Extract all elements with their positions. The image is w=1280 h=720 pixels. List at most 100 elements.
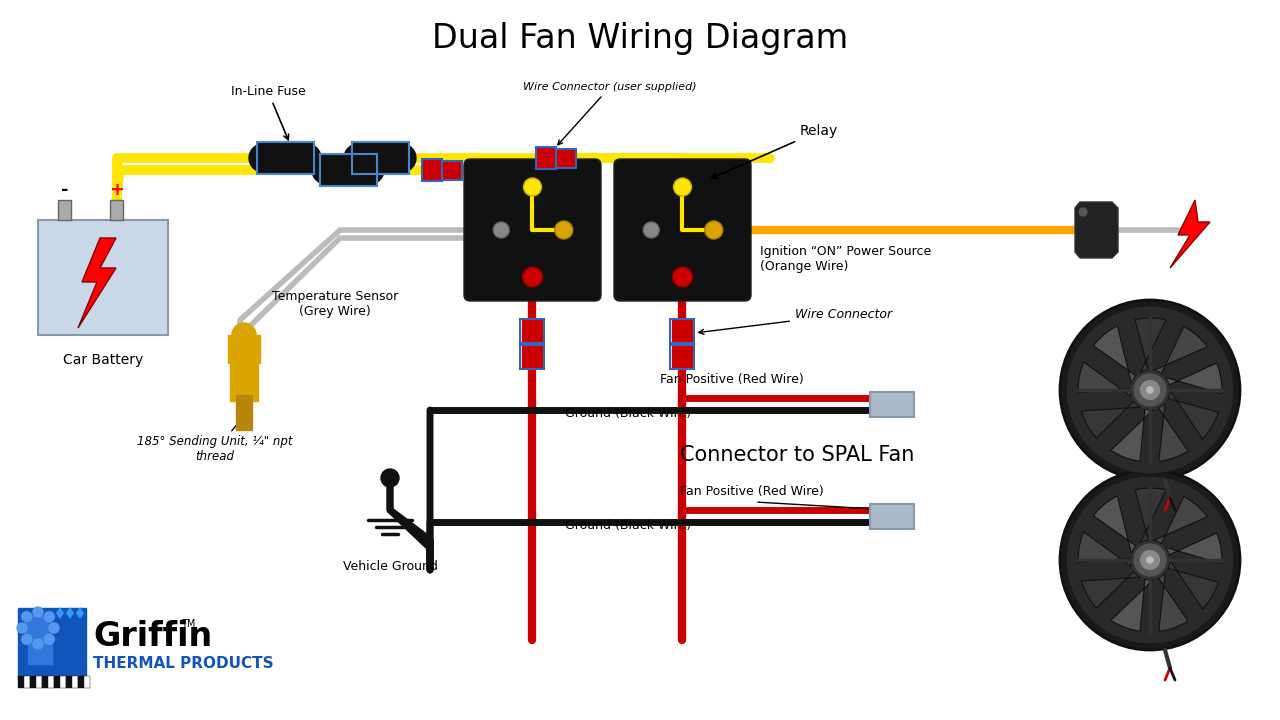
Bar [443,162,461,179]
Circle shape [45,634,54,644]
Bar [259,143,314,173]
Polygon shape [1170,200,1210,268]
Polygon shape [1078,362,1132,397]
Text: Wire Connector: Wire Connector [699,308,892,334]
Circle shape [17,623,27,633]
Circle shape [232,323,256,347]
Circle shape [1060,470,1240,650]
Text: Fan Positive (Red Wire): Fan Positive (Red Wire) [680,485,824,498]
Polygon shape [1167,390,1219,439]
Bar [49,676,54,688]
Circle shape [1066,306,1234,474]
Circle shape [45,612,54,621]
Polygon shape [1153,496,1207,544]
Circle shape [312,156,340,184]
Bar [58,200,70,220]
Bar [538,148,556,168]
Circle shape [293,144,321,172]
Circle shape [554,221,572,239]
Bar [522,346,543,368]
Text: Vehicle Ground: Vehicle Ground [343,560,438,573]
Text: Relay: Relay [712,124,838,179]
Circle shape [22,612,32,621]
Bar [29,676,36,688]
Polygon shape [1158,572,1188,631]
Bar [78,676,84,688]
Circle shape [673,178,691,196]
Polygon shape [1135,318,1166,373]
Bar [672,320,692,342]
Text: In-Line Fuse: In-Line Fuse [230,85,306,140]
Text: Griffin: Griffin [93,619,212,652]
Bar [72,676,78,688]
Polygon shape [1167,560,1219,609]
Bar [522,320,543,342]
Circle shape [1132,372,1167,408]
Bar [28,636,52,664]
Bar [352,142,410,174]
Polygon shape [78,238,116,328]
Polygon shape [1153,326,1207,374]
Bar [442,161,462,180]
Text: Car Battery: Car Battery [63,353,143,367]
Text: Dual Fan Wiring Diagram: Dual Fan Wiring Diagram [431,22,849,55]
Circle shape [524,178,541,196]
Text: THERMAL PRODUCTS: THERMAL PRODUCTS [93,657,274,672]
Bar [672,346,692,368]
FancyBboxPatch shape [465,159,602,301]
Circle shape [644,222,659,238]
Text: Fan Positive (Red Wire): Fan Positive (Red Wire) [660,373,804,386]
Circle shape [33,639,44,649]
Bar [521,345,544,369]
Bar [353,143,408,173]
Circle shape [1146,385,1155,395]
Text: -: - [60,181,68,199]
Bar [67,676,72,688]
Text: +: + [109,181,124,199]
Bar [18,608,86,680]
Circle shape [1060,300,1240,480]
Polygon shape [1135,488,1166,543]
Text: Ground (Black Wire): Ground (Black Wire) [564,407,691,420]
Bar [320,154,378,186]
Text: Ignition “ON” Power Source
(Orange Wire): Ignition “ON” Power Source (Orange Wire) [760,245,932,273]
Circle shape [1079,208,1087,216]
Circle shape [356,156,384,184]
Circle shape [1132,542,1167,578]
Text: Ground (Black Wire): Ground (Black Wire) [564,519,691,532]
Bar [671,345,695,369]
Bar [110,200,123,220]
Bar [54,676,60,688]
FancyBboxPatch shape [614,159,751,301]
Circle shape [388,144,416,172]
Polygon shape [1158,402,1188,462]
Bar [321,155,376,185]
Circle shape [672,267,692,287]
Text: Wire Connector (user supplied): Wire Connector (user supplied) [524,82,696,145]
Bar [422,160,442,180]
Polygon shape [1165,533,1222,564]
Bar [228,335,260,363]
Bar [536,147,556,169]
Text: 185° Sending Unit, ¼" npt
thread: 185° Sending Unit, ¼" npt thread [137,435,293,463]
Polygon shape [1093,496,1135,553]
Bar [84,676,90,688]
Bar [42,676,49,688]
Bar [870,392,914,417]
Circle shape [493,222,509,238]
Bar [36,676,42,688]
Polygon shape [1111,409,1153,462]
Circle shape [1066,476,1234,644]
Bar [556,149,576,168]
Bar [236,395,252,430]
Bar [521,319,544,343]
Text: TM: TM [180,619,196,629]
Bar [557,150,575,167]
Circle shape [381,469,399,487]
Bar [60,676,67,688]
Circle shape [24,614,52,642]
Polygon shape [1082,401,1140,438]
Circle shape [705,221,723,239]
Circle shape [33,607,44,617]
Bar [671,319,695,343]
